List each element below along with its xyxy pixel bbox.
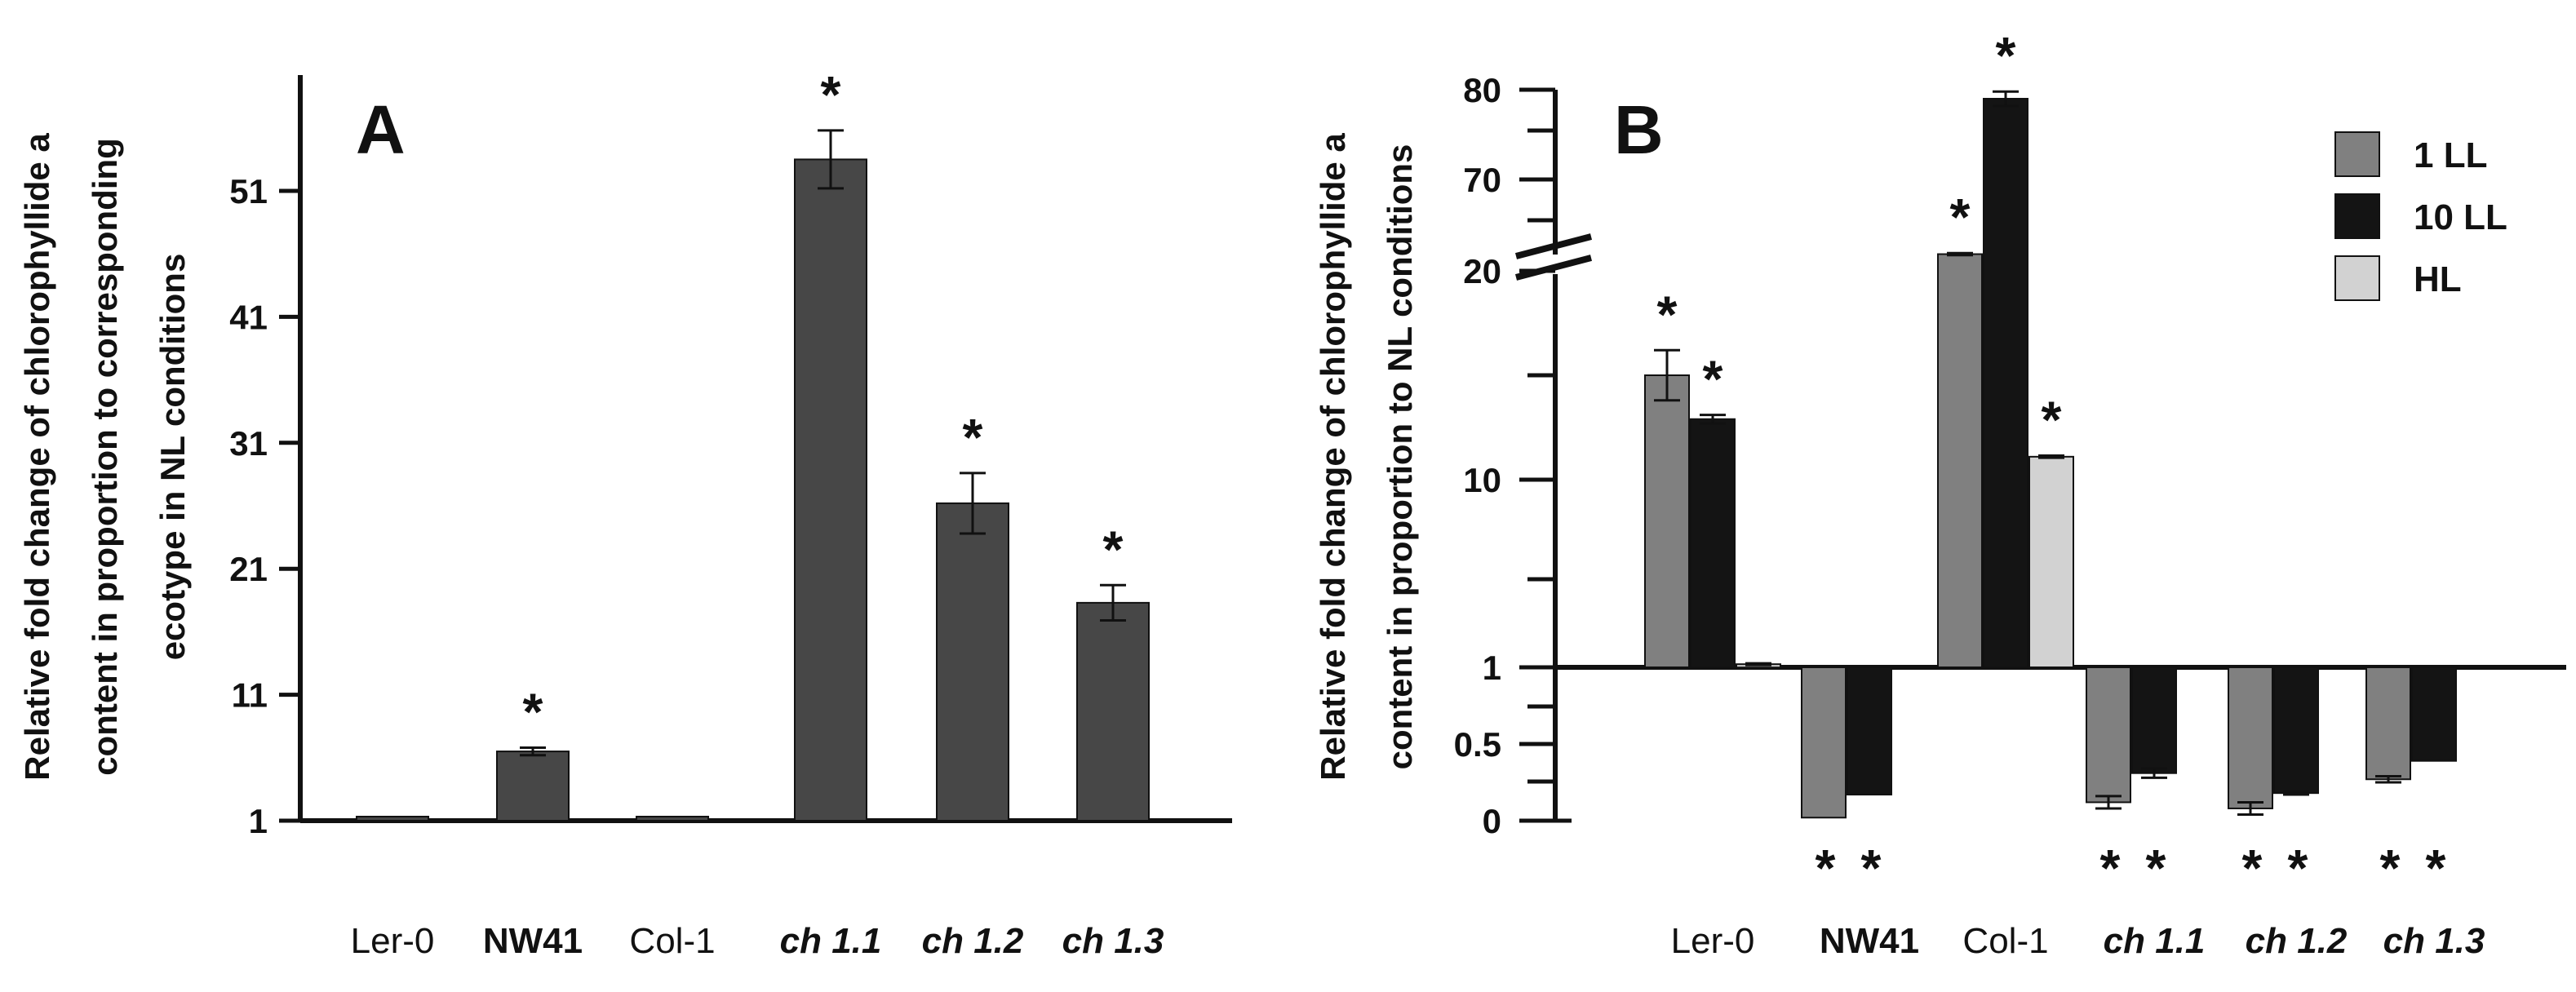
- panel-letter: A: [356, 91, 406, 168]
- panel-letter: B: [1614, 91, 1664, 168]
- significance-star: *: [1657, 285, 1678, 343]
- y-axis-label-line: Relative fold change of chlorophyllide a: [1314, 133, 1352, 781]
- bar: [794, 158, 867, 822]
- significance-star: *: [2042, 391, 2062, 450]
- bar: [2273, 666, 2319, 795]
- y-tick-label: 21: [229, 550, 268, 588]
- significance-star: *: [1816, 839, 1836, 897]
- legend-label: 10 LL: [2414, 197, 2507, 237]
- significance-star: *: [1103, 520, 1124, 578]
- y-axis-label-line: Relative fold change of chlorophyllide a: [18, 133, 56, 781]
- significance-star: *: [1996, 26, 2016, 85]
- bar: [1076, 601, 1150, 822]
- bar: [1847, 666, 1892, 796]
- significance-star: *: [2242, 839, 2263, 897]
- bar: [936, 502, 1009, 822]
- axis-break-mark: [1514, 233, 1593, 281]
- bar: [496, 751, 570, 822]
- category-label: Col-1: [1962, 921, 2048, 961]
- category-label: Ler-0: [1671, 921, 1755, 961]
- y-axis-label-line: content in proportion to NL conditions: [1381, 144, 1419, 770]
- bar: [2028, 455, 2074, 669]
- category-label: ch 1.2: [2246, 921, 2348, 961]
- y-tick-label: 80: [1463, 71, 1501, 109]
- y-tick-label: 11: [232, 676, 268, 715]
- y-tick-label: 1: [1483, 649, 1501, 687]
- y-tick-label: 10: [1463, 461, 1501, 499]
- y-tick-label: 0: [1483, 802, 1501, 840]
- legend-swatch: [2334, 193, 2380, 239]
- bar: [1690, 418, 1736, 668]
- y-tick-label: 41: [229, 298, 268, 336]
- bar: [2365, 666, 2411, 781]
- significance-star: *: [963, 408, 983, 467]
- legend-swatch: [2334, 131, 2380, 177]
- y-axis-label-line: ecotype in NL conditions: [153, 254, 192, 661]
- significance-star: *: [523, 682, 543, 741]
- y-tick-label: 31: [229, 424, 268, 463]
- y-axis-label-line: content in proportion to corresponding: [86, 138, 124, 776]
- category-label: ch 1.3: [1062, 921, 1164, 961]
- significance-star: *: [2426, 839, 2446, 897]
- y-tick-label: 70: [1463, 161, 1501, 199]
- category-label: NW41: [483, 921, 583, 961]
- bar: [2228, 666, 2273, 809]
- significance-star: *: [2146, 839, 2166, 897]
- bar: [2411, 666, 2457, 762]
- significance-star: *: [1861, 839, 1882, 897]
- bar: [356, 816, 429, 822]
- y-tick-label: 20: [1463, 252, 1501, 290]
- category-label: Col-1: [629, 921, 715, 961]
- y-tick-label: 51: [229, 172, 268, 210]
- panel-b-chart: 0 0.5 1 10 20 70 80 B Relative fold change of ch…: [1314, 26, 2566, 961]
- category-label: ch 1.1: [2104, 921, 2206, 961]
- bar: [2131, 666, 2177, 774]
- significance-star: *: [821, 65, 841, 124]
- legend-swatch: [2334, 255, 2380, 301]
- legend-label: 1 LL: [2414, 135, 2487, 175]
- y-tick-label: 0.5: [1454, 725, 1501, 764]
- category-label: ch 1.3: [2383, 921, 2485, 961]
- significance-star: *: [1703, 350, 1723, 409]
- significance-star: *: [1950, 188, 1971, 246]
- legend-label: HL: [2414, 259, 2462, 299]
- category-label: ch 1.1: [780, 921, 882, 961]
- significance-star: *: [2380, 839, 2401, 897]
- bar: [1644, 374, 1690, 668]
- category-label: NW41: [1820, 921, 1919, 961]
- bar: [1937, 253, 1983, 668]
- category-label: ch 1.2: [922, 921, 1024, 961]
- category-label: Ler-0: [351, 921, 435, 961]
- bar: [1983, 98, 2028, 668]
- bar: [1801, 666, 1847, 819]
- y-tick-label: 1: [249, 802, 268, 840]
- significance-star: *: [2288, 839, 2308, 897]
- bar: [636, 816, 709, 822]
- bar: [2086, 666, 2131, 804]
- significance-star: *: [2100, 839, 2121, 897]
